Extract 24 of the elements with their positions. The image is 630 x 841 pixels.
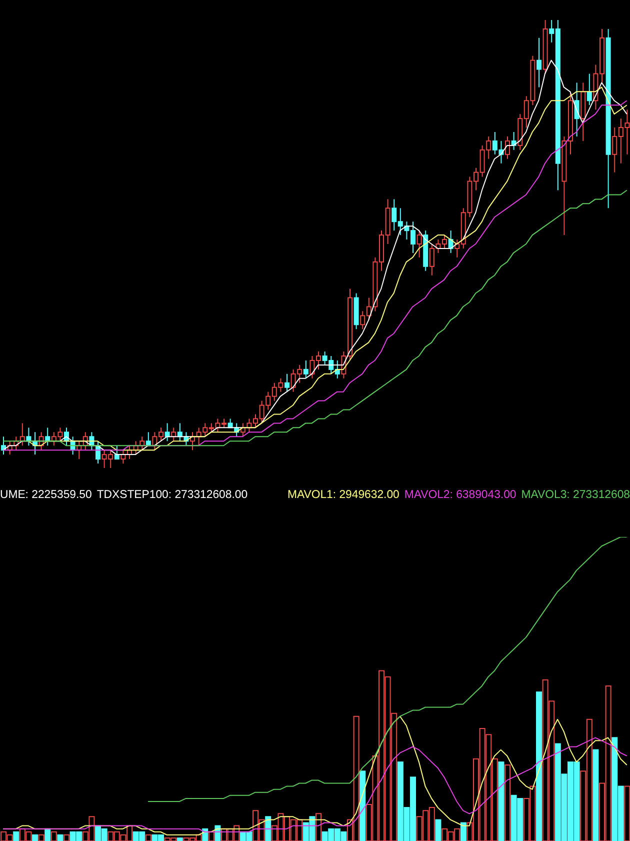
bar — [536, 692, 542, 841]
candlestick — [416, 230, 422, 258]
bar — [360, 770, 366, 841]
bar — [435, 819, 442, 841]
text: MAVOL1: 2949632.00 — [288, 489, 400, 501]
bar — [460, 822, 466, 841]
text: MAVOL2: 6389043.00 — [404, 489, 516, 501]
text: MAVOL3: 273312608 — [521, 489, 630, 501]
candlestick — [164, 422, 170, 442]
text: TDXSTEP100: 273312608.00 — [96, 489, 248, 501]
candlestick — [303, 360, 308, 379]
bar — [176, 837, 183, 841]
bar — [13, 831, 20, 841]
candlestick — [505, 136, 510, 160]
bar — [265, 816, 272, 841]
bar — [44, 828, 51, 841]
bar — [57, 834, 64, 841]
bar — [498, 761, 504, 841]
candlestick — [586, 73, 592, 106]
text: UME: 2225359.50 — [0, 489, 92, 501]
bar — [592, 749, 599, 841]
candlestick — [284, 373, 290, 392]
bar — [32, 834, 38, 841]
candlestick — [536, 37, 542, 88]
